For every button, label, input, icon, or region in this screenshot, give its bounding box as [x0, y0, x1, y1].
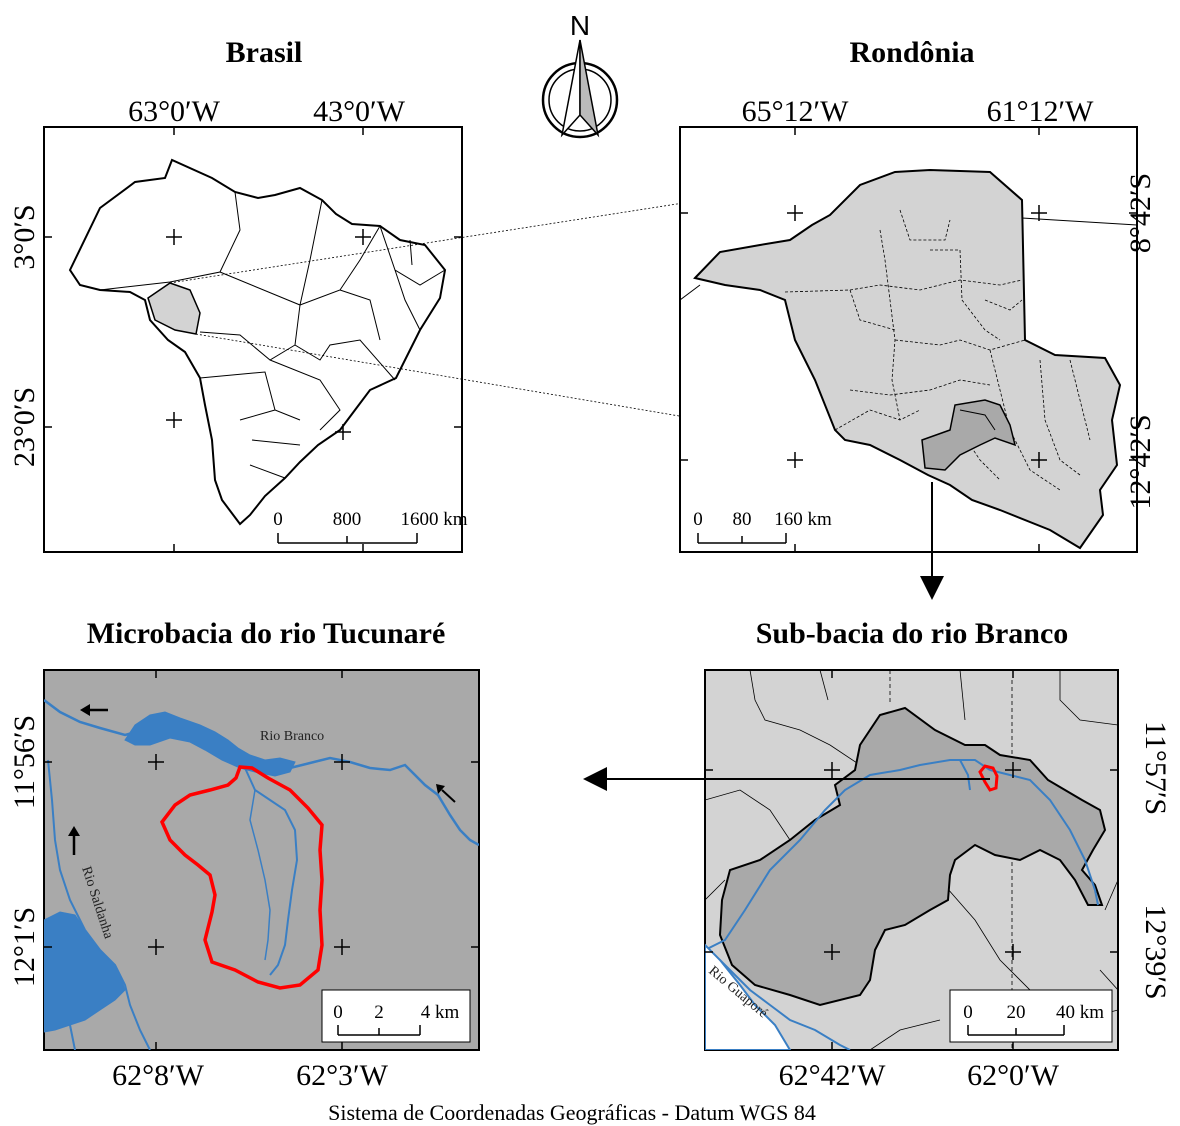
subbacia-lat-label-2: 12°39′S — [1139, 904, 1172, 999]
rondonia-scale-1: 80 — [733, 509, 752, 530]
brasil-scale-0: 0 — [273, 509, 283, 530]
microbacia-scale-0: 0 — [333, 1002, 343, 1023]
rio-branco — [44, 699, 479, 847]
rondonia-lon-label-2: 61°12′W — [987, 95, 1095, 128]
rondonia-state — [693, 168, 1122, 550]
brasil-lat-label-2: 23°0′S — [8, 387, 41, 467]
brasil-lat-label-1: 3°0′S — [8, 204, 41, 269]
microbacia-scale-bar: 0 2 4 km — [321, 989, 471, 1043]
subbacia-scale-2: 40 km — [1056, 1002, 1104, 1023]
subbasin-area — [718, 706, 1107, 1007]
subbacia-lon-label-1: 62°42′W — [779, 1059, 887, 1092]
microbasin-outline — [159, 765, 324, 990]
microbacia-graticule — [148, 754, 350, 955]
brasil-lon-label-2: 43°0′W — [313, 95, 406, 128]
microbacia-scale-2: 4 km — [421, 1002, 460, 1023]
guapore-outside — [705, 943, 792, 1050]
microbacia-lon-label-2: 62°3′W — [296, 1059, 389, 1092]
brazil-outline — [68, 158, 447, 526]
subbacia-graticule — [824, 762, 1021, 960]
brasil-scale-2: 1600 km — [400, 509, 467, 530]
rondonia-in-brazil — [147, 282, 201, 335]
state-borders — [99, 191, 446, 479]
north-label: N — [570, 10, 590, 41]
rio-branco-label: Rio Branco — [260, 729, 324, 744]
rondonia-graticule — [787, 205, 1047, 468]
brasil-title: Brasil — [226, 36, 303, 69]
subbacia-scale-bar: 0 20 40 km — [949, 989, 1113, 1043]
rondonia-panel: 65°12′W 61°12′W 8°42′S 12°42′S 0 80 160 … — [679, 95, 1157, 553]
microbacia-lon-label-1: 62°8′W — [112, 1059, 205, 1092]
microbacia-lat-label-1: 11°56′S — [8, 715, 41, 809]
rio-tucunare — [244, 767, 299, 976]
footer-crs: Sistema de Coordenadas Geográficas - Dat… — [328, 1100, 816, 1125]
rondonia-scale-0: 0 — [693, 509, 703, 530]
brasil-graticule — [166, 229, 371, 440]
microbacia-scale-1: 2 — [374, 1002, 384, 1023]
subbacia-scale-1: 20 — [1007, 1002, 1026, 1023]
north-arrow-icon: N — [541, 10, 619, 139]
brasil-scale-bar: 0 800 1600 km — [273, 509, 468, 544]
rondonia-lat-label-1: 8°42′S — [1124, 173, 1157, 253]
flow-arrows — [68, 704, 456, 855]
subbasin-in-rondonia — [921, 399, 1017, 471]
microbasin-in-subbasin — [978, 764, 999, 792]
rio-saldanha — [44, 759, 151, 1050]
brasil-scale-1: 800 — [333, 509, 362, 530]
rondonia-lon-label-1: 65°12′W — [742, 95, 850, 128]
rondonia-scale-2: 160 km — [774, 509, 832, 530]
rondonia-lat-label-2: 12°42′S — [1124, 414, 1157, 509]
subbacia-title: Sub-bacia do rio Branco — [756, 617, 1069, 650]
microbacia-title: Microbacia do rio Tucunaré — [87, 617, 446, 650]
rondonia-scale-bar: 0 80 160 km — [693, 509, 832, 544]
microbacia-lat-label-2: 12°1′S — [8, 907, 41, 987]
brasil-lon-label-1: 63°0′W — [128, 95, 221, 128]
subbacia-lon-label-2: 62°0′W — [967, 1059, 1060, 1092]
brasil-panel: 63°0′W 43°0′W 3°0′S 23°0′S 0 800 1600 km — [8, 95, 468, 553]
arrow-left — [583, 767, 990, 791]
subbacia-lat-label-1: 11°57′S — [1139, 721, 1172, 815]
microbacia-panel: Rio Branco Rio Saldanha 62°8′W 62°3′W 11… — [8, 669, 480, 1092]
arrow-down — [920, 482, 944, 600]
subbacia-scale-0: 0 — [963, 1002, 973, 1023]
rondonia-title: Rondônia — [849, 36, 974, 69]
subbacia-panel: Rio Guaporé 62°42′W 62°0′W 11°57′S 12°39… — [704, 669, 1172, 1092]
